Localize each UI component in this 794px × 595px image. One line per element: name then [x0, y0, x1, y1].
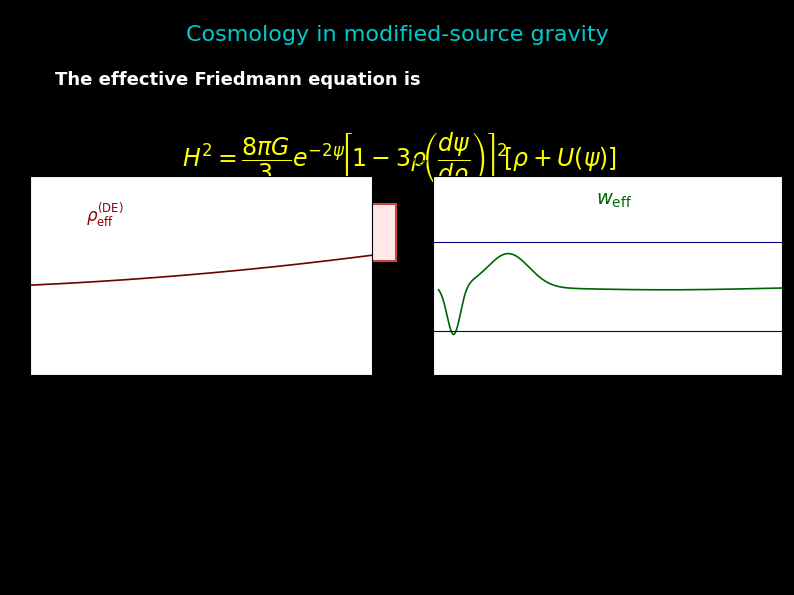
- Text: $w_{\mathrm{eff}}$: $w_{\mathrm{eff}}$: [409, 156, 430, 168]
- Text: z: z: [785, 362, 792, 375]
- Text: The effective Friedmann equation is: The effective Friedmann equation is: [55, 71, 421, 89]
- Text: $H^2 = \dfrac{8\pi G}{3}e^{-2\psi}\!\left[1-3\rho\!\left(\dfrac{d\psi}{d\rho}\ri: $H^2 = \dfrac{8\pi G}{3}e^{-2\psi}\!\lef…: [183, 130, 618, 190]
- Text: $\mathit{w}_{\mathrm{eff}}$: $\mathit{w}_{\mathrm{eff}}$: [596, 192, 633, 210]
- Text: Cosmology in modified-source gravity: Cosmology in modified-source gravity: [186, 25, 608, 45]
- Text: ordinary
matter
energy
density: ordinary matter energy density: [461, 295, 519, 364]
- Text: density-
dependent
vacuum
energy: density- dependent vacuum energy: [597, 295, 673, 364]
- Text: Macintosh PICT
image format
is not supported: Macintosh PICT image format is not suppo…: [270, 217, 344, 249]
- FancyBboxPatch shape: [219, 204, 396, 261]
- Text: z: z: [375, 362, 382, 375]
- Text: $\rho^{(\mathrm{DE})}_{\mathrm{eff}}$: $\rho^{(\mathrm{DE})}_{\mathrm{eff}}$: [87, 202, 124, 229]
- Text: density-dependent
correction to
Newton's constant: density-dependent correction to Newton's…: [240, 275, 370, 325]
- Text: $\rho^{(\mathrm{DE})}_{\mathrm{eff}}$: $\rho^{(\mathrm{DE})}_{\mathrm{eff}}$: [2, 150, 27, 168]
